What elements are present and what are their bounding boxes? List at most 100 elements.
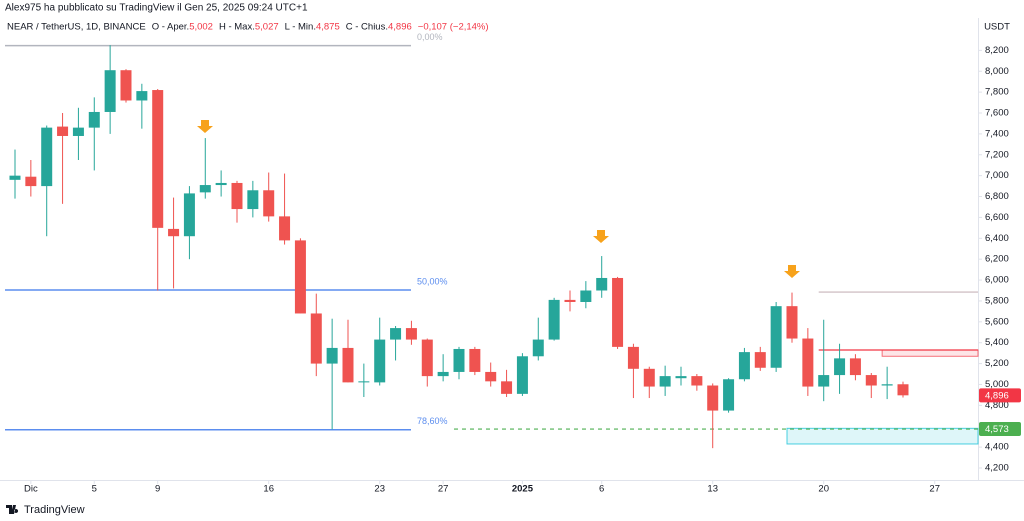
candle-body [659, 376, 671, 387]
price-tag-label: 4,573 [985, 424, 1009, 435]
x-tick-label: Dic [24, 484, 38, 495]
y-tick-label: 5,400 [985, 337, 1009, 348]
candle-body [596, 277, 608, 291]
y-tick-label: 7,200 [985, 149, 1009, 160]
y-tick-label: 6,400 [985, 233, 1009, 244]
x-tick-label: 2025 [512, 484, 534, 495]
y-tick-label: 8,200 [985, 45, 1009, 56]
candle-body [231, 182, 243, 210]
candle-body [199, 185, 211, 193]
candle-body [310, 313, 322, 364]
footer-logo [6, 505, 19, 514]
candle-body [136, 91, 148, 101]
candle-body [849, 358, 861, 376]
candle-body [897, 384, 909, 396]
change: −0,107 (−2,14%) [418, 22, 489, 33]
candle-body [786, 306, 798, 339]
axis-unit: USDT [984, 22, 1010, 33]
ohlc-label: L - Min. [285, 22, 316, 33]
candle-body [516, 356, 528, 394]
candle-body [738, 352, 750, 380]
candle-body [580, 290, 592, 302]
zone [786, 427, 979, 445]
candle-body [881, 384, 893, 386]
y-tick-label: 6,000 [985, 275, 1009, 286]
candle-body [120, 70, 132, 101]
x-tick-label: 16 [263, 484, 274, 495]
candle-body [25, 176, 37, 187]
candle-body [279, 216, 291, 241]
candle-body [247, 190, 259, 210]
ohlc-value: 4,896 [388, 22, 412, 33]
y-tick-label: 6,200 [985, 254, 1009, 265]
x-tick-label: 23 [374, 484, 385, 495]
candle-body [675, 376, 687, 379]
y-tick-label: 7,800 [985, 87, 1009, 98]
x-tick-label: 5 [92, 484, 97, 495]
candle-body [152, 90, 164, 228]
ohlc-value: 4,875 [316, 22, 340, 33]
candle-body [390, 328, 402, 340]
candle-body [469, 348, 481, 372]
y-tick-label: 4,200 [985, 463, 1009, 474]
candle-body [9, 175, 21, 180]
y-tick-label: 7,000 [985, 170, 1009, 181]
candle-body [326, 347, 338, 364]
y-tick-label: 5,200 [985, 358, 1009, 369]
candle-body [41, 127, 53, 187]
candle-body [453, 348, 465, 372]
y-tick-label: 5,800 [985, 295, 1009, 306]
candle-body [104, 70, 116, 112]
candle-body [485, 371, 497, 382]
candle-body [294, 240, 306, 314]
signal-arrows [197, 120, 800, 278]
fib-label: 0,00% [417, 32, 443, 42]
y-tick-label: 7,600 [985, 108, 1009, 119]
candle-body [421, 339, 433, 377]
candle-body [834, 358, 846, 376]
candle-body [57, 126, 69, 136]
candle-body [865, 375, 877, 386]
candle-body [723, 379, 735, 411]
logo [6, 505, 19, 514]
candle-body [168, 228, 180, 237]
ohlc-value: 5,027 [255, 22, 279, 33]
x-tick-label: 13 [707, 484, 718, 495]
price-tag [979, 422, 1021, 437]
y-tick-label: 5,000 [985, 379, 1009, 390]
candle-body [88, 111, 100, 128]
candle-body [263, 190, 275, 217]
candle-body [215, 182, 227, 186]
y-tick-label: 4,400 [985, 442, 1009, 453]
candle-body [818, 375, 830, 387]
arrow [784, 265, 800, 278]
candle-body [802, 338, 814, 387]
candle-body [627, 346, 639, 369]
y-tick-label: 8,000 [985, 66, 1009, 77]
candle-body [754, 352, 766, 368]
candle-body [532, 339, 544, 357]
candle-body [707, 385, 719, 411]
x-tick-label: 27 [929, 484, 940, 495]
arrow [593, 230, 609, 243]
x-tick-label: 9 [155, 484, 160, 495]
candle-body [405, 328, 417, 340]
candle-body [548, 299, 560, 340]
candle-body [358, 381, 370, 383]
candle-body [437, 371, 449, 377]
ohlc-legend: O - Aper. 5,002 H - Max. 5,027 L - Min. 4,875… [152, 22, 489, 33]
candle-body [72, 127, 84, 136]
y-tick-label: 6,800 [985, 191, 1009, 202]
fib-label: 50,00% [417, 276, 448, 286]
ohlc-label: H - Max. [219, 22, 255, 33]
price-tag [979, 388, 1021, 403]
ohlc-label: O - Aper. [152, 22, 190, 33]
candle-body [691, 376, 703, 386]
ohlc-value: 5,002 [189, 22, 213, 33]
ohlc-label: C - Chius. [346, 22, 388, 33]
zone [881, 349, 979, 357]
y-tick-label: 5,600 [985, 316, 1009, 327]
candle-body [374, 339, 386, 383]
y-tick-label: 7,400 [985, 128, 1009, 139]
